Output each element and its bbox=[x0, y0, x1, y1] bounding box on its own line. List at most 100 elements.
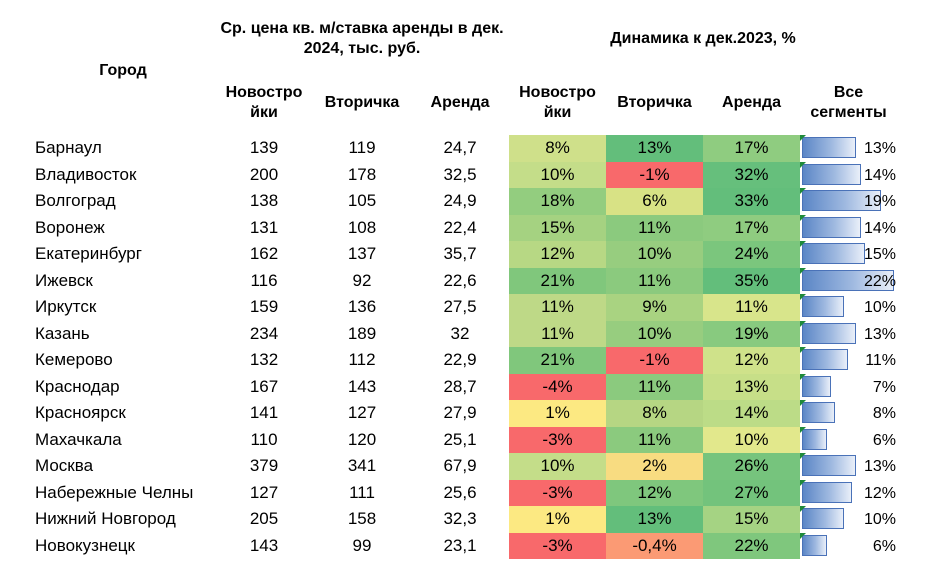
dyn-secondary-cell: 11% bbox=[606, 267, 704, 294]
data-bar bbox=[802, 163, 862, 185]
header-dyn-new-buildings: Новостро йки bbox=[519, 84, 596, 121]
city-cell: Ижевск bbox=[35, 270, 93, 290]
secondary-price-cell: 178 bbox=[347, 164, 377, 184]
dyn-all-label: 11% bbox=[865, 352, 897, 369]
indicator-flag-icon bbox=[800, 532, 807, 539]
data-bar bbox=[802, 137, 857, 158]
dyn-secondary-cell: 11% bbox=[606, 426, 704, 453]
header-dyn-rent: Аренда bbox=[722, 94, 781, 111]
dyn-all-cell: 19% bbox=[800, 188, 898, 215]
data-bar bbox=[802, 190, 882, 211]
dyn-new-cell: -3% bbox=[509, 479, 607, 506]
city-cell: Москва bbox=[35, 456, 94, 476]
header-dyn-all-segments: Все сегменты bbox=[810, 84, 887, 121]
dyn-secondary-cell: 10% bbox=[606, 241, 704, 268]
new-price-cell: 138 bbox=[249, 191, 279, 211]
indicator-flag-icon bbox=[800, 320, 807, 327]
dyn-all-label: 6% bbox=[872, 537, 897, 555]
dyn-new-cell: 1% bbox=[509, 400, 607, 427]
table-row: Казань 234 189 32 11% 10% 19% 13% bbox=[31, 320, 898, 347]
indicator-flag-icon bbox=[800, 214, 807, 221]
rent-cell: 27,9 bbox=[443, 403, 477, 423]
table-row: Новокузнецк 143 99 23,1 -3% -0,4% 22% 6% bbox=[31, 532, 898, 559]
city-cell: Казань bbox=[35, 323, 90, 343]
rent-cell: 24,9 bbox=[443, 191, 477, 211]
secondary-price-cell: 119 bbox=[348, 138, 376, 158]
header-secondary: Вторичка bbox=[324, 94, 400, 111]
dyn-new-cell: 1% bbox=[509, 506, 607, 533]
secondary-price-cell: 111 bbox=[349, 482, 375, 502]
table-row: Кемерово 132 112 22,9 21% -1% 12% 11% bbox=[31, 347, 898, 374]
city-cell: Красноярск bbox=[35, 403, 126, 423]
new-price-cell: 205 bbox=[249, 509, 279, 529]
table-row: Москва 379 341 67,9 10% 2% 26% 13% bbox=[31, 453, 898, 480]
dyn-new-cell: 10% bbox=[509, 161, 607, 188]
dyn-new-cell: 21% bbox=[509, 267, 607, 294]
dyn-rent-cell: 11% bbox=[703, 294, 801, 321]
dyn-all-label: 7% bbox=[872, 378, 897, 396]
dyn-all-cell: 14% bbox=[800, 214, 898, 241]
city-cell: Кемерово bbox=[35, 350, 113, 370]
new-price-cell: 234 bbox=[249, 323, 279, 343]
dyn-rent-cell: 32% bbox=[703, 161, 801, 188]
dyn-all-cell: 10% bbox=[800, 294, 898, 321]
data-bar bbox=[802, 402, 836, 423]
dyn-all-cell: 6% bbox=[800, 532, 898, 559]
rent-cell: 25,1 bbox=[443, 429, 477, 449]
dyn-all-cell: 8% bbox=[800, 400, 898, 427]
dyn-all-cell: 13% bbox=[800, 135, 898, 162]
city-cell: Владивосток bbox=[35, 164, 137, 184]
dyn-new-cell: 11% bbox=[509, 320, 607, 347]
table-row: Екатеринбург 162 137 35,7 12% 10% 24% 15% bbox=[31, 241, 898, 268]
dyn-all-label: 13% bbox=[864, 140, 897, 157]
dyn-all-cell: 13% bbox=[800, 453, 898, 480]
new-price-cell: 200 bbox=[249, 164, 279, 184]
dyn-secondary-cell: 12% bbox=[606, 479, 704, 506]
dyn-new-cell: 11% bbox=[509, 294, 607, 321]
new-price-cell: 159 bbox=[249, 297, 279, 317]
dyn-rent-cell: 12% bbox=[703, 347, 801, 374]
header-rent: Аренда bbox=[430, 94, 490, 111]
city-cell: Нижний Новгород bbox=[35, 509, 176, 529]
dyn-rent-cell: 10% bbox=[703, 426, 801, 453]
table-row: Махачкала 110 120 25,1 -3% 11% 10% 6% bbox=[31, 426, 898, 453]
rent-cell: 32,5 bbox=[443, 164, 477, 184]
dyn-secondary-cell: 9% bbox=[606, 294, 704, 321]
indicator-flag-icon bbox=[800, 373, 807, 380]
dyn-secondary-cell: 2% bbox=[606, 453, 704, 480]
indicator-flag-icon bbox=[800, 479, 807, 486]
data-bar bbox=[802, 534, 828, 556]
dyn-all-cell: 14% bbox=[800, 161, 898, 188]
dyn-new-cell: 15% bbox=[509, 214, 607, 241]
dyn-rent-cell: 26% bbox=[703, 453, 801, 480]
header-new-buildings: Новостро йки bbox=[225, 84, 303, 121]
rent-cell: 22,6 bbox=[443, 270, 477, 290]
dyn-all-label: 12% bbox=[864, 484, 897, 502]
dyn-secondary-cell: 11% bbox=[606, 214, 704, 241]
data-bar bbox=[802, 481, 853, 503]
dyn-rent-cell: 15% bbox=[703, 506, 801, 533]
table-row: Ижевск 116 92 22,6 21% 11% 35% 22% bbox=[31, 267, 898, 294]
data-bar bbox=[802, 375, 832, 397]
table-row: Нижний Новгород 205 158 32,3 1% 13% 15% 10% bbox=[31, 506, 898, 533]
rent-cell: 27,5 bbox=[443, 297, 477, 317]
dyn-all-cell: 10% bbox=[800, 506, 898, 533]
dyn-rent-cell: 33% bbox=[703, 188, 801, 215]
dyn-secondary-cell: 8% bbox=[606, 400, 704, 427]
dyn-rent-cell: 17% bbox=[703, 214, 801, 241]
dyn-rent-cell: 22% bbox=[703, 532, 801, 559]
indicator-flag-icon bbox=[800, 453, 807, 459]
city-cell: Барнаул bbox=[35, 138, 102, 158]
dyn-secondary-cell: -0,4% bbox=[606, 532, 704, 559]
secondary-price-cell: 136 bbox=[347, 297, 377, 317]
dyn-all-label: 13% bbox=[864, 458, 897, 475]
new-price-cell: 379 bbox=[249, 456, 279, 476]
dyn-new-cell: 8% bbox=[509, 135, 607, 162]
indicator-flag-icon bbox=[800, 294, 807, 300]
dyn-rent-cell: 35% bbox=[703, 267, 801, 294]
dyn-new-cell: 21% bbox=[509, 347, 607, 374]
secondary-price-cell: 127 bbox=[347, 403, 377, 423]
new-price-cell: 167 bbox=[249, 376, 279, 396]
table-row: Барнаул 139 119 24,7 8% 13% 17% 13% bbox=[31, 135, 898, 162]
dyn-all-cell: 22% bbox=[800, 267, 898, 294]
